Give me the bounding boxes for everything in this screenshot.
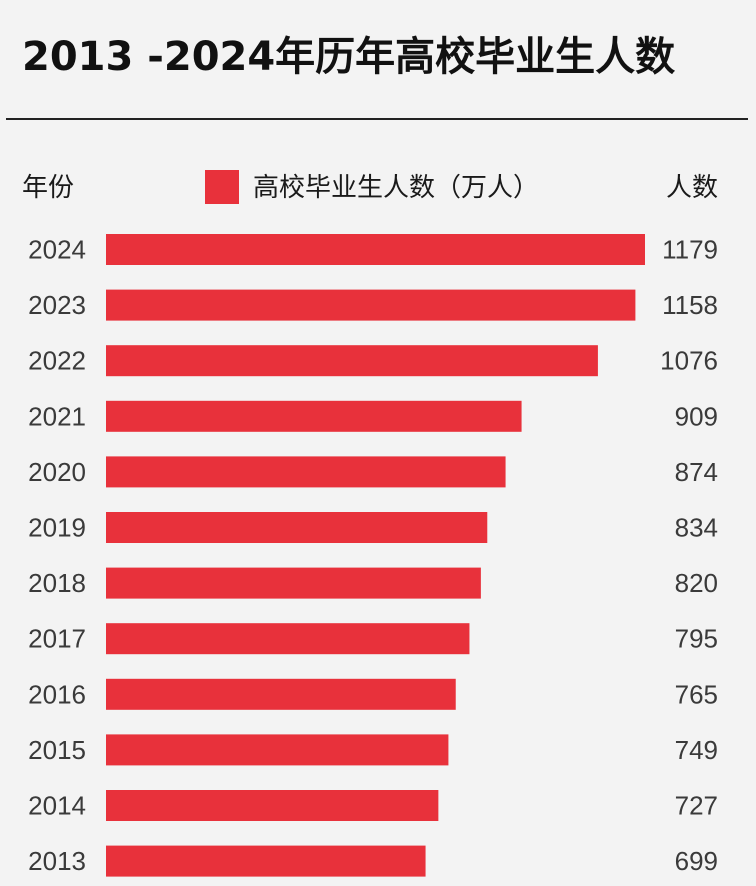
bar-2021 (106, 400, 522, 432)
bar-2016 (106, 678, 456, 710)
year-label-2016: 2016 (28, 679, 86, 709)
year-label-2017: 2017 (28, 624, 86, 654)
bar-2013 (106, 845, 426, 877)
value-label-2019: 834 (675, 513, 718, 543)
plot-area: 2024 1179 2023 1158 2022 1076 2021 909 2020 874 20… (28, 234, 718, 877)
year-label-2022: 2022 (28, 346, 86, 376)
year-label-2020: 2020 (28, 457, 86, 487)
legend-swatch (205, 170, 239, 204)
bar-2014 (106, 790, 439, 821)
value-label-2020: 874 (675, 457, 718, 487)
legend-label: 高校毕业生人数（万人） (253, 173, 539, 203)
value-label-2016: 765 (675, 679, 718, 709)
value-label-2013: 699 (675, 846, 718, 876)
year-label-2019: 2019 (28, 513, 86, 543)
value-header: 人数 (666, 173, 718, 203)
value-label-2021: 909 (675, 401, 718, 431)
value-label-2018: 820 (675, 568, 718, 598)
bar-2018 (106, 567, 481, 599)
year-label-2014: 2014 (28, 791, 86, 821)
year-label-2013: 2013 (28, 846, 86, 876)
bar-2024 (106, 234, 645, 265)
year-label-2024: 2024 (28, 235, 86, 265)
bar-2015 (106, 734, 449, 766)
category-header: 年份 (22, 173, 74, 203)
value-label-2017: 795 (675, 624, 718, 654)
value-label-2015: 749 (675, 735, 718, 765)
value-label-2014: 727 (675, 791, 718, 821)
bar-2022 (106, 345, 598, 377)
chart-title: 2013 -2024年历年高校毕业生人数 (22, 34, 675, 80)
value-label-2022: 1076 (660, 346, 718, 376)
bar-2020 (106, 456, 506, 488)
year-label-2021: 2021 (28, 401, 86, 431)
bar-2017 (106, 623, 470, 655)
year-label-2018: 2018 (28, 568, 86, 598)
value-label-2024: 1179 (662, 235, 718, 265)
year-label-2015: 2015 (28, 735, 86, 765)
bar-2019 (106, 512, 488, 543)
value-label-2023: 1158 (662, 290, 718, 320)
year-label-2023: 2023 (28, 290, 86, 320)
bar-2023 (106, 289, 636, 321)
